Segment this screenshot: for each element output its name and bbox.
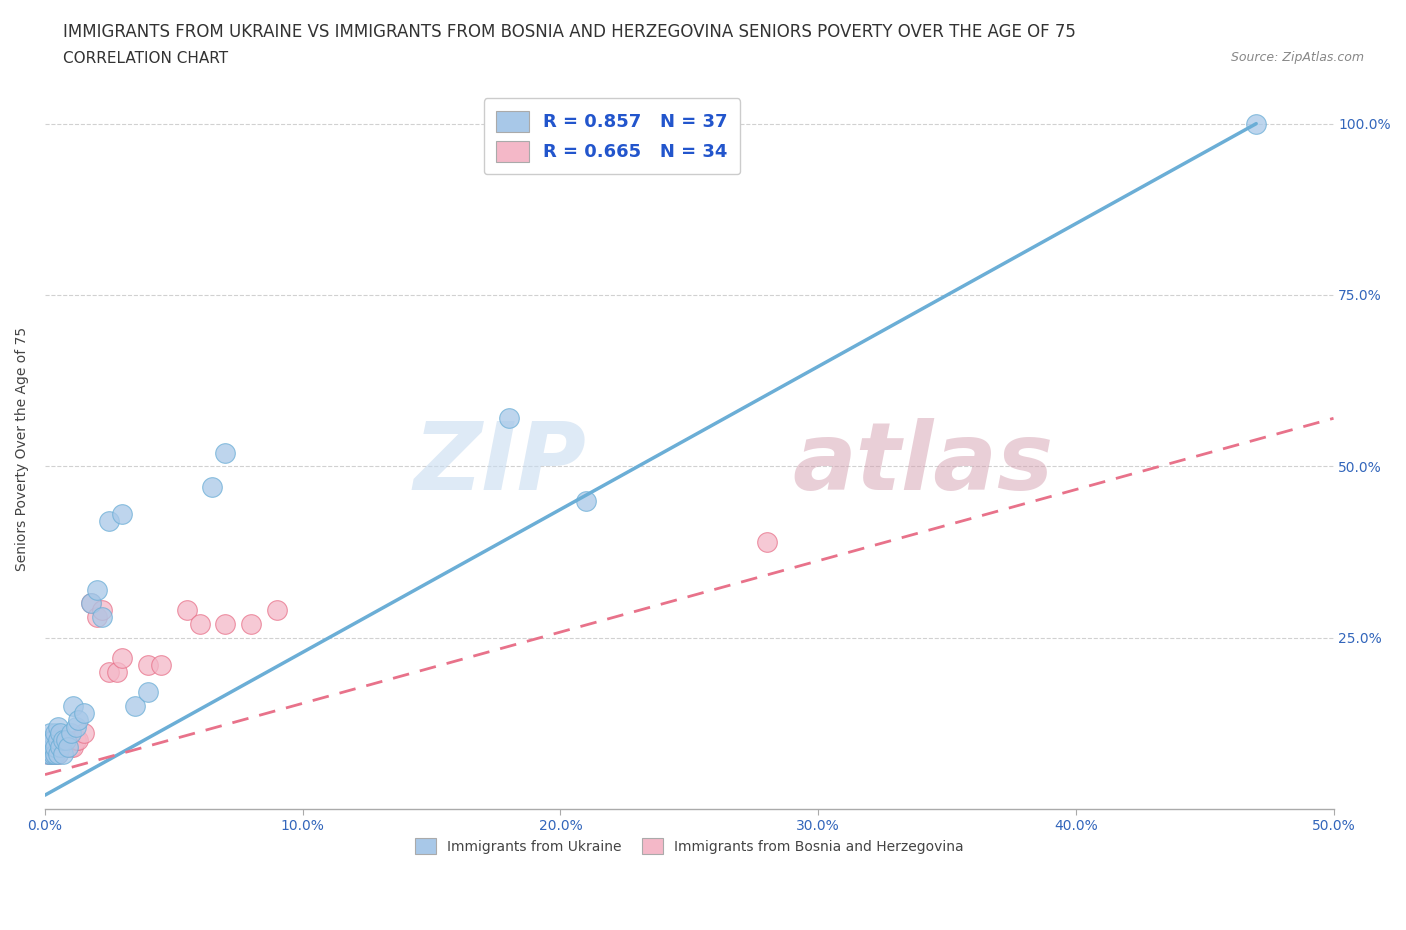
- Point: [67, 712, 90, 727]
- Legend: Immigrants from Ukraine, Immigrants from Bosnia and Herzegovina: Immigrants from Ukraine, Immigrants from…: [409, 832, 969, 859]
- Point: [46, 747, 69, 762]
- Point: [111, 651, 134, 666]
- Point: [90, 609, 112, 624]
- Point: [44, 747, 66, 762]
- Point: [52, 747, 75, 762]
- Y-axis label: Seniors Poverty Over the Age of 75: Seniors Poverty Over the Age of 75: [15, 327, 30, 571]
- Point: [98, 513, 121, 528]
- Point: [44, 747, 66, 762]
- Point: [80, 596, 103, 611]
- Point: [41, 733, 63, 748]
- Point: [44, 739, 66, 754]
- Point: [46, 733, 69, 748]
- Text: Source: ZipAtlas.com: Source: ZipAtlas.com: [1230, 51, 1364, 64]
- Point: [37, 739, 59, 754]
- Point: [201, 479, 224, 494]
- Point: [575, 493, 598, 508]
- Point: [59, 726, 82, 741]
- Point: [188, 617, 211, 631]
- Point: [65, 719, 87, 734]
- Point: [41, 739, 63, 754]
- Point: [124, 698, 146, 713]
- Point: [37, 747, 59, 762]
- Text: atlas: atlas: [793, 418, 1053, 510]
- Point: [39, 747, 62, 762]
- Point: [44, 739, 66, 754]
- Point: [86, 582, 108, 597]
- Point: [44, 726, 66, 741]
- Point: [56, 739, 79, 754]
- Point: [86, 609, 108, 624]
- Point: [52, 733, 75, 748]
- Point: [105, 664, 128, 679]
- Point: [65, 733, 87, 748]
- Point: [136, 658, 159, 672]
- Point: [90, 603, 112, 618]
- Point: [55, 739, 77, 754]
- Point: [755, 534, 778, 549]
- Point: [59, 739, 82, 754]
- Point: [240, 617, 263, 631]
- Point: [49, 739, 72, 754]
- Point: [41, 733, 63, 748]
- Point: [1244, 116, 1267, 131]
- Point: [52, 733, 75, 748]
- Point: [214, 445, 236, 460]
- Point: [498, 411, 520, 426]
- Point: [80, 596, 103, 611]
- Point: [56, 739, 79, 754]
- Point: [62, 739, 84, 754]
- Point: [55, 733, 77, 748]
- Point: [39, 726, 62, 741]
- Point: [46, 747, 69, 762]
- Text: IMMIGRANTS FROM UKRAINE VS IMMIGRANTS FROM BOSNIA AND HERZEGOVINA SENIORS POVERT: IMMIGRANTS FROM UKRAINE VS IMMIGRANTS FR…: [63, 23, 1076, 41]
- Point: [49, 726, 72, 741]
- Point: [39, 733, 62, 748]
- Point: [39, 747, 62, 762]
- Point: [266, 603, 288, 618]
- Point: [41, 747, 63, 762]
- Point: [41, 747, 63, 762]
- Point: [41, 739, 63, 754]
- Point: [72, 706, 94, 721]
- Point: [72, 726, 94, 741]
- Point: [149, 658, 172, 672]
- Point: [214, 617, 236, 631]
- Point: [37, 739, 59, 754]
- Point: [98, 664, 121, 679]
- Point: [111, 507, 134, 522]
- Point: [176, 603, 198, 618]
- Text: ZIP: ZIP: [413, 418, 586, 510]
- Point: [46, 719, 69, 734]
- Text: CORRELATION CHART: CORRELATION CHART: [63, 51, 228, 66]
- Point: [46, 733, 69, 748]
- Point: [37, 747, 59, 762]
- Point: [136, 684, 159, 699]
- Point: [67, 733, 90, 748]
- Point: [49, 739, 72, 754]
- Point: [39, 733, 62, 748]
- Point: [62, 698, 84, 713]
